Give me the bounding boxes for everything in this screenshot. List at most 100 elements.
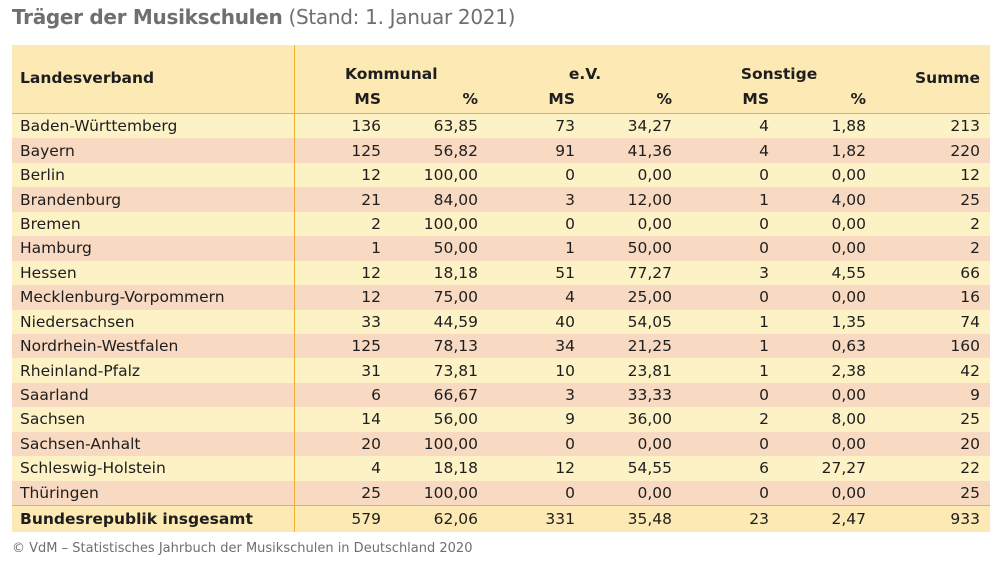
title-subtitle: (Stand: 1. Januar 2021) xyxy=(288,5,516,29)
cell-ev-ms: 40 xyxy=(555,312,575,331)
cell-sonstige-pct: 0,00 xyxy=(831,214,867,233)
cell-sonstige-ms: 4 xyxy=(759,117,770,136)
cell-ev-ms: 0 xyxy=(565,166,575,185)
cell-summe: 213 xyxy=(950,117,981,136)
cell-ev-ms: 10 xyxy=(555,361,575,380)
table-row: Bremen 2 100,00 0 0,00 0 0,00 2 xyxy=(12,211,991,237)
cell-summe: 74 xyxy=(960,312,981,331)
cell-summe: 2 xyxy=(970,214,981,233)
cell-ev-ms: 3 xyxy=(565,386,575,405)
cell-kommunal-pct: 44,59 xyxy=(433,312,478,331)
cell-ev-ms: 0 xyxy=(565,483,575,502)
cell-sonstige-ms: 1 xyxy=(759,190,770,209)
cell-summe: 20 xyxy=(960,434,981,453)
cell-name: Sachsen xyxy=(12,407,295,432)
cell-ev-pct: 34,27 xyxy=(627,117,673,136)
cell-kommunal-pct: 63,85 xyxy=(433,117,478,136)
cell-summe: 66 xyxy=(960,263,981,282)
cell-ev-ms: 3 xyxy=(565,190,575,209)
cell-kommunal-ms: 125 xyxy=(351,141,381,160)
table-row: Bayern 125 56,82 91 41,36 4 1,82 220 xyxy=(12,138,991,163)
source-footnote: © VdM – Statistisches Jahrbuch der Musik… xyxy=(12,541,473,556)
table-row: Saarland 6 66,67 3 33,33 0 0,00 9 xyxy=(12,382,991,408)
cell-kommunal-ms: 6 xyxy=(371,386,381,405)
cell-kommunal-ms: 4 xyxy=(371,459,381,478)
cell-ev-pct: 0,00 xyxy=(637,166,673,185)
cell-kommunal-pct: 75,00 xyxy=(433,288,478,307)
total-ev-ms: 331 xyxy=(488,505,585,532)
table-row: Sachsen-Anhalt 20 100,00 0 0,00 0 0,00 20 xyxy=(12,431,991,457)
cell-sonstige-pct: 0,00 xyxy=(831,166,867,185)
cell-ev-ms: 0 xyxy=(565,434,575,453)
cell-kommunal-ms: 14 xyxy=(361,410,381,429)
cell-kommunal-pct: 100,00 xyxy=(423,483,478,502)
cell-kommunal-pct: 18,18 xyxy=(433,263,478,282)
cell-name: Hessen xyxy=(12,260,295,286)
cell-sonstige-ms: 4 xyxy=(759,141,770,160)
cell-sonstige-ms: 0 xyxy=(759,434,770,453)
cell-summe: 25 xyxy=(960,410,981,429)
cell-sonstige-ms: 0 xyxy=(759,483,770,502)
cell-name: Rheinland-Pfalz xyxy=(12,358,295,383)
cell-summe: 16 xyxy=(960,288,981,307)
table-row: Hessen 12 18,18 51 77,27 3 4,55 66 xyxy=(12,260,991,286)
cell-kommunal-pct: 56,82 xyxy=(433,141,478,160)
cell-sonstige-ms: 0 xyxy=(759,386,770,405)
total-kommunal-pct: 62,06 xyxy=(391,505,488,532)
total-label: Bundesrepublik insgesamt xyxy=(12,505,295,532)
cell-sonstige-pct: 2,38 xyxy=(831,361,867,380)
cell-sonstige-ms: 0 xyxy=(759,166,770,185)
cell-summe: 2 xyxy=(970,239,981,258)
subheader-sonstige-ms: MS xyxy=(742,90,770,108)
cell-summe: 12 xyxy=(960,166,981,185)
cell-sonstige-ms: 3 xyxy=(759,263,770,282)
cell-ev-ms: 12 xyxy=(555,459,575,478)
cell-ev-ms: 4 xyxy=(565,288,575,307)
cell-ev-ms: 34 xyxy=(555,337,575,356)
cell-kommunal-ms: 20 xyxy=(361,434,381,453)
cell-kommunal-pct: 78,13 xyxy=(433,337,478,356)
cell-sonstige-ms: 1 xyxy=(759,312,770,331)
cell-sonstige-ms: 1 xyxy=(759,361,770,380)
cell-ev-pct: 36,00 xyxy=(627,410,673,429)
cell-summe: 25 xyxy=(960,190,981,209)
cell-ev-pct: 54,55 xyxy=(627,459,673,478)
group-header-kommunal: Kommunal xyxy=(344,65,438,83)
cell-ev-pct: 33,33 xyxy=(627,386,673,405)
cell-kommunal-ms: 12 xyxy=(361,288,381,307)
cell-ev-pct: 54,05 xyxy=(627,312,673,331)
cell-kommunal-ms: 31 xyxy=(361,361,381,380)
cell-sonstige-ms: 1 xyxy=(759,337,770,356)
cell-name: Niedersachsen xyxy=(12,309,295,334)
cell-sonstige-pct: 1,35 xyxy=(831,312,867,331)
total-ev-pct: 35,48 xyxy=(585,505,683,532)
subheader-kommunal-pct: % xyxy=(462,90,478,108)
cell-sonstige-pct: 1,88 xyxy=(831,117,867,136)
cell-kommunal-ms: 33 xyxy=(361,312,381,331)
cell-name: Bremen xyxy=(12,211,295,237)
data-table: Landesverband Kommunal e.V. Sonstige Sum… xyxy=(12,45,991,532)
cell-ev-pct: 0,00 xyxy=(637,214,673,233)
table-row: Rheinland-Pfalz 31 73,81 10 23,81 1 2,38 42 xyxy=(12,358,991,383)
cell-kommunal-pct: 18,18 xyxy=(433,459,478,478)
cell-ev-ms: 9 xyxy=(565,410,575,429)
cell-sonstige-ms: 0 xyxy=(759,288,770,307)
table-row: Schleswig-Holstein 4 18,18 12 54,55 6 27,27 22 xyxy=(12,456,991,481)
cell-kommunal-pct: 84,00 xyxy=(433,190,478,209)
cell-kommunal-ms: 1 xyxy=(371,239,381,258)
cell-ev-pct: 23,81 xyxy=(627,361,673,380)
subheader-sonstige-pct: % xyxy=(850,90,867,108)
cell-name: Nordrhein-Westfalen xyxy=(12,333,295,359)
table-row: Brandenburg 21 84,00 3 12,00 1 4,00 25 xyxy=(12,187,991,212)
cell-ev-pct: 12,00 xyxy=(627,190,673,209)
cell-name: Saarland xyxy=(12,382,295,408)
cell-kommunal-ms: 25 xyxy=(361,483,381,502)
cell-sonstige-pct: 8,00 xyxy=(831,410,867,429)
table-row: Thüringen 25 100,00 0 0,00 0 0,00 25 xyxy=(12,480,991,506)
cell-sonstige-pct: 0,00 xyxy=(831,239,867,258)
cell-sonstige-ms: 0 xyxy=(759,239,770,258)
table-row: Sachsen 14 56,00 9 36,00 2 8,00 25 xyxy=(12,407,991,432)
cell-ev-ms: 91 xyxy=(555,141,575,160)
cell-kommunal-pct: 56,00 xyxy=(433,410,478,429)
cell-kommunal-pct: 100,00 xyxy=(423,214,478,233)
